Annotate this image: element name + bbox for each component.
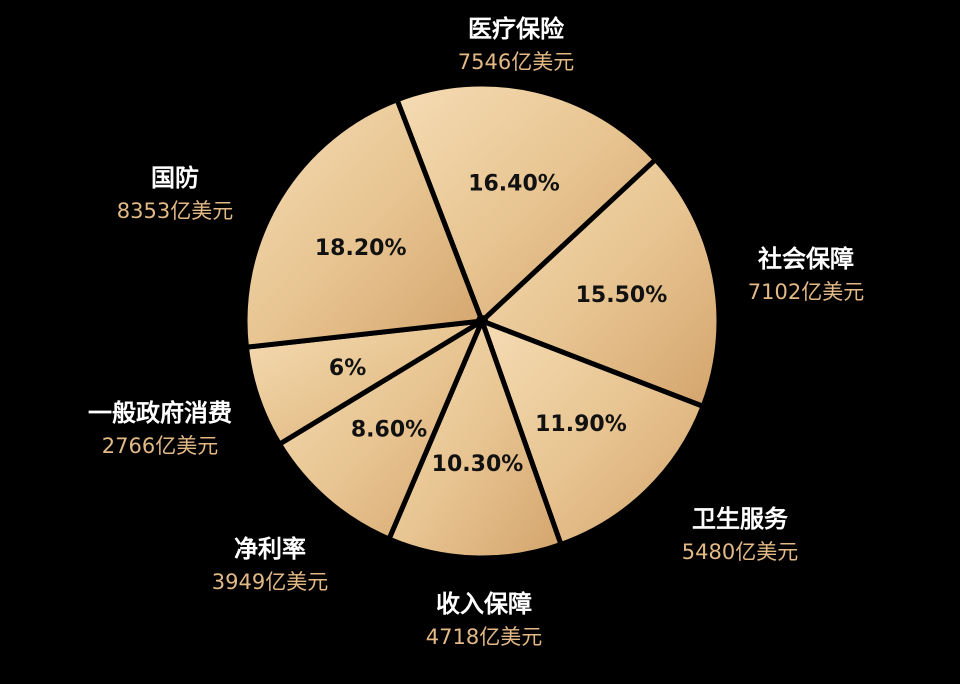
- category-value: 8353亿美元: [117, 199, 233, 223]
- category-label: 一般政府消费 2766亿美元: [88, 399, 232, 458]
- percent-labels: 16.40% 15.50% 11.90% 10.30%8.60% 6% 18.20%: [315, 172, 667, 477]
- category-value: 2766亿美元: [102, 434, 218, 458]
- slice-percent-label: 8.60%: [351, 417, 427, 442]
- slice-percent-label: 10.30%: [432, 452, 524, 477]
- category-name: 国防: [151, 164, 199, 192]
- category-label: 社会保障 7102亿美元: [748, 245, 864, 304]
- category-name: 净利率: [234, 535, 306, 563]
- slice-percent-label: 16.40%: [468, 172, 560, 197]
- category-name: 卫生服务: [692, 505, 789, 533]
- pie-slice: [242, 97, 485, 350]
- slice-percent-label: 6%: [329, 356, 366, 381]
- pie-slice: [386, 318, 564, 561]
- slice-percent-label: 11.90%: [535, 412, 627, 437]
- category-label: 医疗保险 7546亿美元: [458, 15, 574, 74]
- pie-center-dot: [476, 315, 488, 327]
- pie-slices: [242, 81, 722, 561]
- category-name: 社会保障: [758, 245, 854, 273]
- category-label: 国防 8353亿美元: [117, 164, 233, 223]
- category-value: 5480亿美元: [682, 540, 798, 564]
- category-value: 7102亿美元: [748, 280, 864, 304]
- category-label: 净利率 3949亿美元: [212, 535, 328, 594]
- slice-percent-label: 18.20%: [315, 236, 407, 261]
- slice-percent-label: 15.50%: [576, 283, 668, 308]
- category-name: 收入保障: [436, 590, 532, 618]
- pie-slice: [276, 318, 485, 542]
- category-name: 一般政府消费: [88, 399, 232, 427]
- category-value: 7546亿美元: [458, 50, 574, 74]
- category-label: 收入保障 4718亿美元: [426, 590, 542, 649]
- category-name: 医疗保险: [468, 15, 565, 43]
- category-value: 3949亿美元: [212, 570, 328, 594]
- category-value: 4718亿美元: [426, 625, 542, 649]
- category-label: 卫生服务 5480亿美元: [682, 505, 798, 564]
- pie-slice: [479, 157, 722, 409]
- pie-slice: [479, 318, 706, 547]
